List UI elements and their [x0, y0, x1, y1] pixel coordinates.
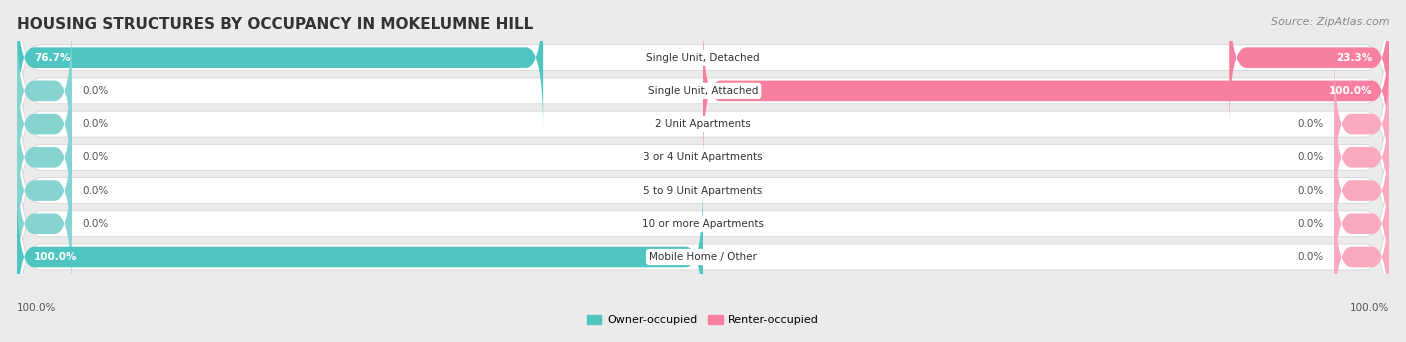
FancyBboxPatch shape [1334, 151, 1389, 297]
FancyBboxPatch shape [1334, 184, 1389, 330]
Text: 3 or 4 Unit Apartments: 3 or 4 Unit Apartments [643, 152, 763, 162]
Text: 0.0%: 0.0% [82, 219, 108, 229]
FancyBboxPatch shape [17, 0, 1389, 194]
FancyBboxPatch shape [17, 184, 703, 330]
Text: 0.0%: 0.0% [1298, 152, 1324, 162]
Text: Single Unit, Detached: Single Unit, Detached [647, 53, 759, 63]
Text: 23.3%: 23.3% [1336, 53, 1372, 63]
Text: 0.0%: 0.0% [1298, 252, 1324, 262]
FancyBboxPatch shape [1334, 51, 1389, 197]
Text: 0.0%: 0.0% [1298, 186, 1324, 196]
Text: 5 to 9 Unit Apartments: 5 to 9 Unit Apartments [644, 186, 762, 196]
Text: Single Unit, Attached: Single Unit, Attached [648, 86, 758, 96]
Text: 100.0%: 100.0% [1329, 86, 1372, 96]
FancyBboxPatch shape [17, 87, 1389, 294]
Text: Source: ZipAtlas.com: Source: ZipAtlas.com [1271, 17, 1389, 27]
FancyBboxPatch shape [17, 54, 1389, 261]
Text: 0.0%: 0.0% [82, 152, 108, 162]
FancyBboxPatch shape [17, 21, 1389, 227]
Text: 10 or more Apartments: 10 or more Apartments [643, 219, 763, 229]
FancyBboxPatch shape [1334, 118, 1389, 263]
FancyBboxPatch shape [17, 51, 72, 197]
Text: 0.0%: 0.0% [82, 186, 108, 196]
Text: 0.0%: 0.0% [82, 86, 108, 96]
FancyBboxPatch shape [17, 118, 72, 263]
FancyBboxPatch shape [17, 84, 72, 230]
FancyBboxPatch shape [17, 0, 543, 130]
Text: 2 Unit Apartments: 2 Unit Apartments [655, 119, 751, 129]
FancyBboxPatch shape [17, 154, 1389, 342]
Legend: Owner-occupied, Renter-occupied: Owner-occupied, Renter-occupied [582, 310, 824, 330]
Text: 0.0%: 0.0% [82, 119, 108, 129]
FancyBboxPatch shape [17, 0, 1389, 161]
FancyBboxPatch shape [17, 18, 72, 163]
Text: HOUSING STRUCTURES BY OCCUPANCY IN MOKELUMNE HILL: HOUSING STRUCTURES BY OCCUPANCY IN MOKEL… [17, 17, 533, 32]
FancyBboxPatch shape [17, 151, 72, 297]
FancyBboxPatch shape [703, 18, 1389, 163]
Text: Mobile Home / Other: Mobile Home / Other [650, 252, 756, 262]
Text: 0.0%: 0.0% [1298, 119, 1324, 129]
Text: 100.0%: 100.0% [34, 252, 77, 262]
FancyBboxPatch shape [17, 120, 1389, 327]
Text: 100.0%: 100.0% [17, 303, 56, 313]
FancyBboxPatch shape [1334, 84, 1389, 230]
Text: 0.0%: 0.0% [1298, 219, 1324, 229]
FancyBboxPatch shape [1229, 0, 1389, 130]
Text: 76.7%: 76.7% [34, 53, 70, 63]
Text: 100.0%: 100.0% [1350, 303, 1389, 313]
